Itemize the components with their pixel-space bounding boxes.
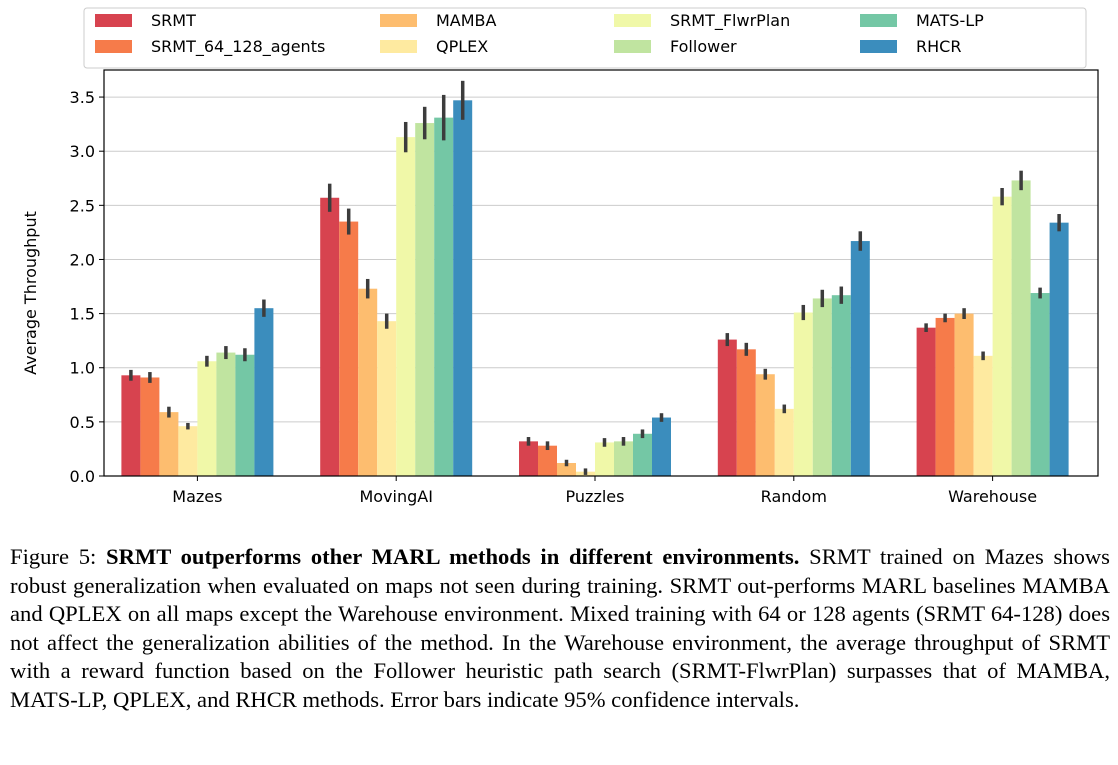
legend-label: SRMT_FlwrPlan: [670, 11, 790, 31]
y-tick-label: 1.0: [70, 359, 95, 378]
bar: [377, 321, 397, 476]
y-tick-label: 2.5: [70, 196, 95, 215]
bar: [197, 361, 217, 476]
bar: [159, 412, 179, 476]
bar: [595, 442, 614, 476]
legend-swatch: [860, 14, 897, 27]
bar: [358, 288, 378, 476]
bar: [415, 123, 435, 477]
legend-swatch: [614, 14, 651, 27]
bar: [954, 313, 974, 476]
legend-label: SRMT: [151, 11, 196, 30]
axes: 0.0 0.5 1.0 1.5 2.0 2.5 3.0 3.5 Mazes MovingAI Puz…: [70, 69, 1099, 506]
bar: [140, 377, 160, 476]
bar: [216, 352, 236, 476]
y-tick-label: 2.0: [70, 250, 95, 269]
bar: [831, 295, 851, 476]
legend: SRMT SRMT_64_128_agents MAMBA QPLEX SRMT_Flw…: [83, 7, 1087, 69]
legend-label: MAMBA: [436, 11, 497, 30]
bar: [1030, 293, 1050, 476]
bar: [736, 349, 756, 476]
legend-swatch: [95, 40, 132, 53]
bar: [850, 241, 870, 476]
figure-caption: Figure 5: SRMT outperforms other MARL me…: [10, 543, 1110, 715]
legend-swatch: [860, 40, 897, 53]
y-tick-label: 3.0: [70, 142, 95, 161]
legend-swatch: [614, 40, 651, 53]
y-tick-label: 0.5: [70, 413, 95, 432]
bar: [434, 117, 454, 477]
legend-label: QPLEX: [436, 37, 488, 56]
caption-bold-title: SRMT outperforms other MARL methods in d…: [106, 544, 800, 569]
bar: [614, 441, 633, 476]
legend-label: RHCR: [916, 37, 961, 56]
legend-swatch: [380, 40, 417, 53]
caption-prefix: Figure 5:: [10, 544, 107, 569]
bar: [652, 417, 671, 476]
bar: [178, 426, 198, 476]
x-tick-label: Puzzles: [566, 487, 625, 506]
x-tick-label: Random: [761, 487, 827, 506]
legend-label: MATS-LP: [916, 11, 984, 30]
bar: [339, 221, 359, 476]
bar: [453, 100, 473, 476]
bar: [755, 374, 775, 476]
error-bars-group: [129, 80, 1061, 475]
bar-chart: 0.0 0.5 1.0 1.5 2.0 2.5 3.0 3.5 Mazes MovingAI Puz…: [21, 7, 1099, 506]
bar: [916, 327, 936, 476]
bar: [254, 308, 274, 476]
bar: [812, 298, 832, 476]
bar: [320, 197, 340, 476]
x-tick-label: Mazes: [172, 487, 222, 506]
bar: [1011, 180, 1031, 476]
bar: [633, 433, 652, 476]
y-tick-label: 0.0: [70, 467, 95, 486]
legend-swatch: [380, 14, 417, 27]
caption-body: SRMT trained on Mazes shows robust gener…: [10, 544, 1110, 712]
bar: [557, 463, 576, 476]
x-tick-label: Warehouse: [948, 487, 1037, 506]
bar: [519, 441, 538, 476]
y-tick-label: 3.5: [70, 88, 95, 107]
plot-frame: [103, 69, 1099, 477]
bar: [973, 355, 993, 476]
bars-group: [121, 100, 1069, 477]
bar: [1049, 222, 1069, 476]
legend-box: [83, 7, 1087, 69]
legend-label: Follower: [670, 37, 737, 56]
x-tick-label: MovingAI: [359, 487, 432, 506]
bar: [717, 339, 737, 476]
legend-label: SRMT_64_128_agents: [151, 37, 325, 57]
bar: [396, 137, 416, 476]
y-axis-label: Average Throughput: [21, 211, 40, 375]
y-tick-label: 1.5: [70, 305, 95, 324]
bar: [935, 317, 955, 476]
bar: [235, 354, 255, 476]
bar: [992, 196, 1012, 476]
bar: [793, 312, 813, 476]
bar: [538, 445, 557, 476]
legend-swatch: [95, 14, 132, 27]
bar: [774, 408, 794, 476]
bar: [121, 375, 141, 476]
